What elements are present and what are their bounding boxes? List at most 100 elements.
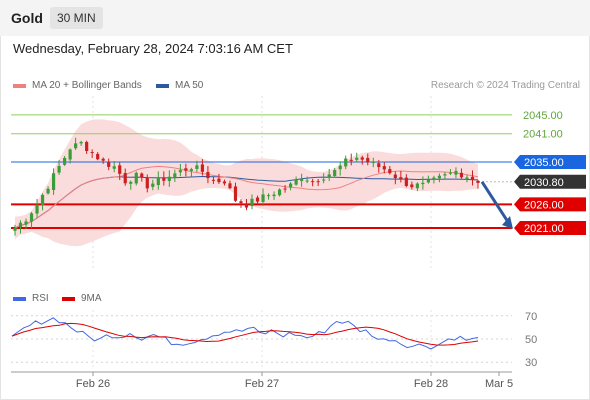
candle-body xyxy=(349,159,353,161)
candle-body xyxy=(338,165,342,170)
candle-body xyxy=(465,177,469,179)
candle-body xyxy=(432,177,436,180)
candle xyxy=(322,173,326,184)
candle-body xyxy=(294,179,298,185)
candle-body xyxy=(178,170,182,173)
candle-body xyxy=(399,177,403,179)
legend-ma20-label: MA 20 + Bollinger Bands xyxy=(32,80,142,91)
candle xyxy=(13,224,17,236)
level-label: 2045.00 xyxy=(523,110,563,122)
candle xyxy=(233,182,238,202)
candle xyxy=(173,169,177,182)
candle-body xyxy=(228,183,232,189)
candle-body xyxy=(29,213,34,222)
level-label: 2021.00 xyxy=(524,223,564,235)
candle-body xyxy=(123,173,127,184)
candle xyxy=(46,186,50,195)
candle xyxy=(470,170,475,186)
forecast-arrow-head xyxy=(502,215,513,229)
candle-body xyxy=(344,158,348,167)
candle-body xyxy=(206,172,210,179)
candle-body xyxy=(222,181,227,184)
candle-body xyxy=(454,170,458,175)
candle-body xyxy=(162,177,166,181)
candle xyxy=(294,176,298,186)
candle-body xyxy=(277,189,282,196)
chart-header: Gold 30 MIN xyxy=(0,0,590,36)
candle xyxy=(90,149,94,158)
rsi-tick-label: 50 xyxy=(525,334,537,346)
candle-body xyxy=(239,201,243,204)
candle-body xyxy=(283,188,287,190)
level-label: 2026.00 xyxy=(524,199,564,211)
candle-body xyxy=(189,169,193,171)
candle xyxy=(388,165,392,175)
legend-9ma: 9MA xyxy=(62,293,102,304)
candle-body xyxy=(96,153,100,160)
candle xyxy=(454,167,458,179)
candle xyxy=(393,171,397,185)
candle xyxy=(211,176,216,185)
candle xyxy=(437,173,442,183)
candle-body xyxy=(156,177,160,186)
timestamp: Wednesday, February 28, 2024 7:03:16 AM … xyxy=(13,41,293,56)
candle-body xyxy=(410,184,414,188)
candle-body xyxy=(74,143,78,149)
candle-body xyxy=(195,165,199,169)
candle xyxy=(96,152,100,161)
candle-body xyxy=(421,182,425,185)
candle xyxy=(24,218,28,229)
candle xyxy=(266,193,271,200)
candle xyxy=(140,172,144,182)
candle-body xyxy=(272,194,276,197)
candle xyxy=(448,168,453,176)
candle-body xyxy=(57,166,61,173)
candle-body xyxy=(35,204,39,214)
candle xyxy=(74,137,78,150)
legend-9ma-label: 9MA xyxy=(81,293,102,304)
candle-body xyxy=(300,178,304,182)
legend-ma50-label: MA 50 xyxy=(175,80,204,91)
rsi-tick-label: 70 xyxy=(525,311,537,323)
candle xyxy=(217,173,221,184)
candle-body xyxy=(46,188,50,194)
candle xyxy=(366,153,370,166)
level-label: 2030.80 xyxy=(524,177,564,189)
level-tag xyxy=(514,220,586,235)
ma50-swatch xyxy=(156,83,169,88)
candle xyxy=(327,168,331,182)
candle xyxy=(250,194,254,210)
candle-body xyxy=(13,228,17,231)
candle xyxy=(415,182,419,192)
candle xyxy=(222,179,227,186)
candle-body xyxy=(184,168,188,171)
candle xyxy=(305,176,309,184)
candle xyxy=(333,167,337,178)
ma20-swatch xyxy=(13,83,26,88)
candle-body xyxy=(244,204,249,208)
candle-body xyxy=(40,194,45,205)
candle xyxy=(57,160,61,175)
candle-body xyxy=(355,157,359,160)
candle-body xyxy=(51,173,56,191)
candle-body xyxy=(443,174,447,176)
timeframe-badge[interactable]: 30 MIN xyxy=(50,7,103,29)
candle xyxy=(167,170,171,187)
candle xyxy=(189,167,193,178)
time-label: Mar 5 xyxy=(485,378,513,390)
candle-body xyxy=(305,180,309,182)
time-label: Feb 28 xyxy=(414,378,448,390)
candle-body xyxy=(18,222,23,228)
candle-body xyxy=(63,157,67,165)
candle-body xyxy=(327,174,331,178)
candle xyxy=(349,153,353,166)
candle xyxy=(410,181,414,190)
ma9-swatch xyxy=(62,296,75,301)
candle-body xyxy=(288,183,293,188)
candle-body xyxy=(448,172,453,174)
candle xyxy=(200,159,205,176)
candle xyxy=(283,185,287,193)
rsi-tick-label: 30 xyxy=(525,357,537,369)
candle xyxy=(18,220,23,234)
